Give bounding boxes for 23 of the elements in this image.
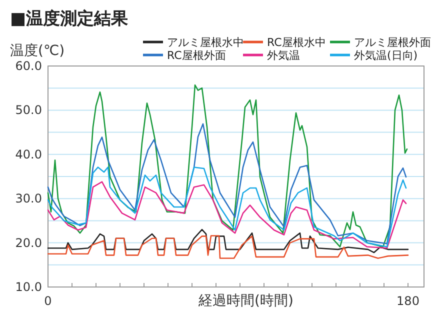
x-tick-label: 0 — [44, 294, 52, 308]
x-tick-label: 180 — [396, 294, 420, 308]
line-series — [47, 123, 407, 244]
y-tick-label: 10.0 — [15, 280, 42, 294]
x-axis-title: 経過時間(時間) — [198, 293, 294, 309]
legend-label: 外気温(日向) — [354, 49, 418, 62]
y-axis-title: 温度(℃) — [10, 43, 65, 59]
line-series — [47, 166, 407, 248]
chart-title: ■温度測定結果 — [10, 9, 130, 29]
legend-label: アルミ屋根水中 — [167, 36, 244, 49]
y-tick-label: 40.0 — [15, 147, 42, 162]
y-tick-label: 60.0 — [15, 59, 42, 73]
y-tick-label: 30.0 — [15, 192, 42, 206]
legend-label: RC屋根水中 — [267, 36, 326, 49]
line-series — [47, 181, 407, 249]
line-series — [47, 84, 408, 248]
line-series — [47, 228, 409, 254]
legend-label: 外気温 — [267, 49, 300, 62]
y-tick-label: 20.0 — [15, 236, 42, 250]
legend-label: RC屋根外面 — [167, 49, 226, 62]
line-series — [47, 235, 409, 259]
y-tick-label: 50.0 — [15, 103, 42, 118]
legend-label: アルミ屋根外面 — [354, 36, 431, 49]
